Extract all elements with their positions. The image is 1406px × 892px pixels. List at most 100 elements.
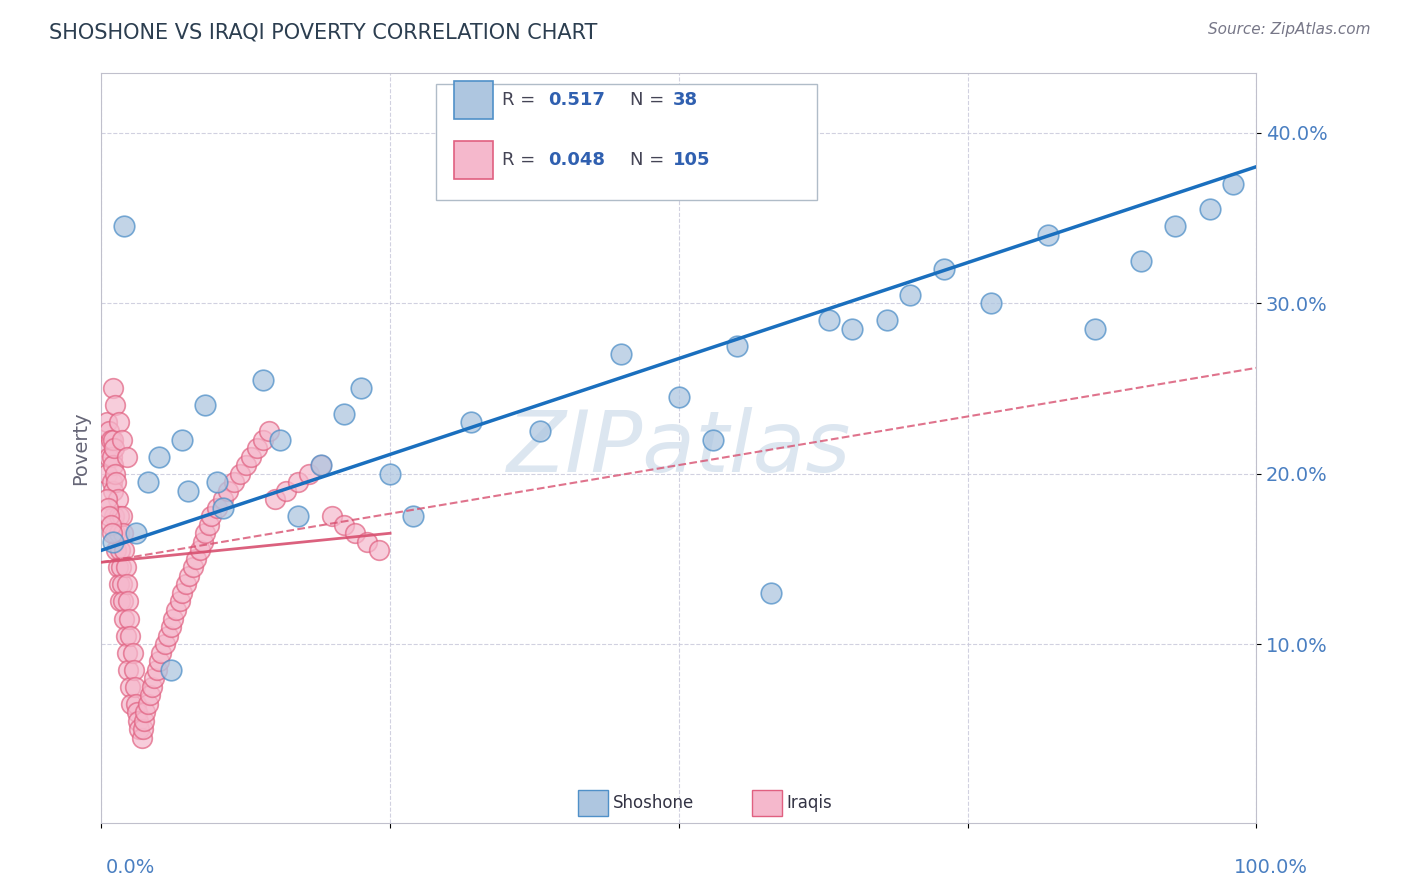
Point [110, 560, 132, 574]
Point [402, 509, 425, 524]
Point [1222, 177, 1244, 191]
Point [148, 450, 170, 464]
Text: Source: ZipAtlas.com: Source: ZipAtlas.com [1208, 22, 1371, 37]
Point [96, 416, 118, 430]
Point [150, 646, 173, 660]
Point [980, 296, 1002, 310]
Point [298, 467, 321, 481]
Point [702, 433, 724, 447]
Point [107, 526, 129, 541]
Text: N =: N = [630, 151, 665, 169]
Point [125, 697, 148, 711]
Point [252, 373, 274, 387]
Point [159, 620, 181, 634]
Text: 100.0%: 100.0% [1233, 858, 1308, 877]
Point [263, 492, 285, 507]
Point [108, 594, 131, 608]
Text: N =: N = [630, 91, 665, 109]
Point [98, 450, 121, 464]
Point [132, 723, 155, 737]
Point [122, 663, 145, 677]
Point [818, 313, 841, 327]
Point [117, 594, 139, 608]
Text: R =: R = [502, 151, 536, 169]
Point [136, 697, 159, 711]
Point [235, 458, 257, 472]
Point [107, 509, 129, 524]
Point [112, 594, 135, 608]
Point [174, 577, 197, 591]
Point [333, 407, 356, 421]
Point [100, 517, 122, 532]
Point [841, 321, 863, 335]
FancyBboxPatch shape [436, 84, 817, 201]
Text: 0.517: 0.517 [548, 91, 605, 109]
Point [104, 467, 127, 481]
Point [934, 262, 956, 277]
Point [115, 646, 138, 660]
Point [1083, 321, 1105, 335]
Point [111, 433, 134, 447]
Point [114, 543, 136, 558]
Point [162, 611, 184, 625]
Point [211, 492, 233, 507]
Text: 38: 38 [673, 91, 699, 109]
Point [257, 424, 280, 438]
Point [153, 637, 176, 651]
Point [139, 688, 162, 702]
Point [100, 526, 122, 541]
Point [356, 534, 378, 549]
Point [114, 219, 136, 234]
Point [148, 654, 170, 668]
FancyBboxPatch shape [454, 81, 494, 119]
Point [1199, 202, 1222, 217]
Point [276, 483, 298, 498]
Point [103, 441, 125, 455]
Point [115, 577, 138, 591]
Point [197, 517, 219, 532]
Point [898, 287, 921, 301]
Point [115, 450, 138, 464]
Point [114, 629, 136, 643]
Point [146, 663, 169, 677]
Point [105, 475, 128, 489]
Point [101, 534, 124, 549]
Point [191, 534, 214, 549]
Point [98, 509, 121, 524]
Point [96, 467, 118, 481]
Point [127, 714, 149, 728]
Point [211, 500, 233, 515]
Point [107, 416, 129, 430]
Point [194, 398, 217, 412]
Point [131, 731, 153, 745]
Point [100, 475, 122, 489]
Point [114, 611, 136, 625]
Y-axis label: Poverty: Poverty [72, 411, 90, 485]
Point [217, 483, 239, 498]
Point [177, 483, 200, 498]
Point [287, 475, 309, 489]
Point [287, 509, 309, 524]
Text: R =: R = [502, 91, 536, 109]
Text: SHOSHONE VS IRAQI POVERTY CORRELATION CHART: SHOSHONE VS IRAQI POVERTY CORRELATION CH… [49, 22, 598, 42]
Point [725, 339, 748, 353]
Point [184, 552, 207, 566]
Point [101, 483, 124, 498]
Point [100, 450, 122, 464]
Point [117, 663, 139, 677]
Text: Iraqis: Iraqis [786, 794, 832, 812]
Point [460, 416, 482, 430]
Point [344, 526, 367, 541]
Point [120, 680, 142, 694]
Point [179, 569, 201, 583]
Point [111, 509, 134, 524]
Point [172, 433, 194, 447]
Point [157, 629, 180, 643]
Point [97, 500, 120, 515]
Point [107, 492, 129, 507]
Point [101, 381, 124, 395]
Point [252, 433, 274, 447]
Point [529, 424, 551, 438]
Text: Shoshone: Shoshone [613, 794, 695, 812]
FancyBboxPatch shape [578, 790, 609, 815]
